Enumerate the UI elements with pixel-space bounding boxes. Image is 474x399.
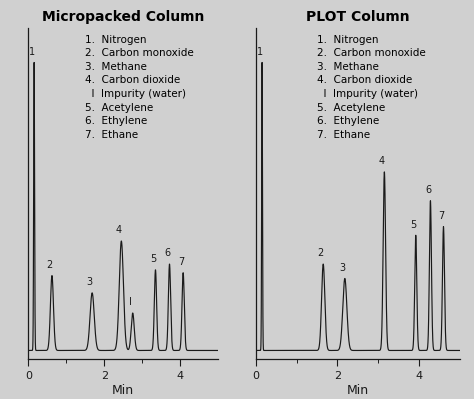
Text: 2: 2 xyxy=(318,248,324,258)
Text: 1: 1 xyxy=(256,47,263,57)
Title: PLOT Column: PLOT Column xyxy=(306,10,410,24)
Text: 7: 7 xyxy=(438,211,444,221)
Title: Micropacked Column: Micropacked Column xyxy=(42,10,204,24)
Text: 1.  Nitrogen
2.  Carbon monoxide
3.  Methane
4.  Carbon dioxide
  I  Impurity (w: 1. Nitrogen 2. Carbon monoxide 3. Methan… xyxy=(317,35,426,140)
Text: 5: 5 xyxy=(150,254,156,264)
Text: 1.  Nitrogen
2.  Carbon monoxide
3.  Methane
4.  Carbon dioxide
  I  Impurity (w: 1. Nitrogen 2. Carbon monoxide 3. Methan… xyxy=(85,35,194,140)
Text: 4: 4 xyxy=(379,156,385,166)
Text: 3: 3 xyxy=(87,277,93,287)
Text: 1: 1 xyxy=(29,47,35,57)
Text: 7: 7 xyxy=(178,257,184,267)
Text: 6: 6 xyxy=(164,248,170,258)
Text: 3: 3 xyxy=(339,263,346,273)
Text: 5: 5 xyxy=(410,219,417,229)
Text: 4: 4 xyxy=(116,225,122,235)
Text: 2: 2 xyxy=(46,260,53,270)
X-axis label: Min: Min xyxy=(347,384,369,397)
Text: I: I xyxy=(129,297,132,307)
Text: 6: 6 xyxy=(425,185,431,195)
X-axis label: Min: Min xyxy=(112,384,134,397)
